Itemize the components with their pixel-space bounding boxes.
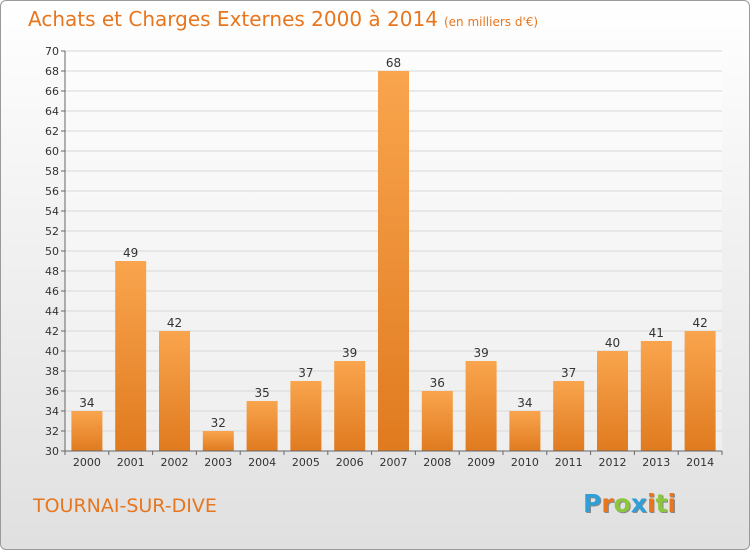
y-tick-label: 32 bbox=[45, 425, 59, 438]
value-label-2008: 36 bbox=[430, 376, 445, 390]
value-label-2006: 39 bbox=[342, 346, 357, 360]
x-tick-label-2004: 2004 bbox=[248, 456, 276, 469]
y-tick-label: 44 bbox=[45, 305, 59, 318]
y-tick-label: 48 bbox=[45, 265, 59, 278]
x-tick-label-2009: 2009 bbox=[467, 456, 495, 469]
logo-letter: i bbox=[667, 489, 677, 518]
y-tick-label: 38 bbox=[45, 365, 59, 378]
logo-letter: P bbox=[583, 489, 602, 518]
x-tick-label-2012: 2012 bbox=[599, 456, 627, 469]
x-tick-label-2010: 2010 bbox=[511, 456, 539, 469]
logo-letter: r bbox=[601, 489, 614, 518]
chart-title-text: Achats et Charges Externes 2000 à 2014 bbox=[28, 7, 438, 31]
x-tick-label-2008: 2008 bbox=[423, 456, 451, 469]
value-label-2014: 42 bbox=[692, 316, 707, 330]
bar-2000 bbox=[71, 411, 103, 451]
x-tick-label-2002: 2002 bbox=[161, 456, 189, 469]
x-tick-label-2013: 2013 bbox=[642, 456, 670, 469]
bar-2005 bbox=[290, 381, 322, 451]
y-tick-label: 68 bbox=[45, 65, 59, 78]
x-tick-label-2006: 2006 bbox=[336, 456, 364, 469]
y-tick-label: 56 bbox=[45, 185, 59, 198]
value-label-2003: 32 bbox=[211, 416, 226, 430]
bar-2001 bbox=[115, 261, 147, 451]
logo-letter: t bbox=[655, 489, 668, 518]
x-tick-label-2003: 2003 bbox=[204, 456, 232, 469]
bar-2014 bbox=[684, 331, 716, 451]
bar-2012 bbox=[597, 351, 628, 451]
bars bbox=[71, 71, 716, 451]
value-label-2004: 35 bbox=[254, 386, 269, 400]
x-tick-label-2007: 2007 bbox=[380, 456, 408, 469]
commune-name: TOURNAI-SUR-DIVE bbox=[33, 495, 217, 517]
bar-2004 bbox=[246, 401, 278, 451]
y-tick-label: 62 bbox=[45, 125, 59, 138]
y-tick-label: 40 bbox=[45, 345, 59, 358]
bar-2002 bbox=[159, 331, 190, 451]
chart-unit: (en milliers d'€) bbox=[443, 15, 539, 29]
bar-2003 bbox=[202, 431, 234, 451]
bar-2010 bbox=[509, 411, 541, 451]
value-label-2012: 40 bbox=[605, 336, 620, 350]
logo-letter: o bbox=[613, 489, 631, 518]
y-tick-label: 70 bbox=[45, 45, 59, 58]
y-tick-label: 60 bbox=[45, 145, 59, 158]
logo-letter: i bbox=[647, 489, 656, 518]
y-tick-label: 64 bbox=[45, 105, 59, 118]
bar-2008 bbox=[421, 391, 453, 451]
proxiti-logo: Proxiti bbox=[583, 489, 676, 518]
logo-letter: x bbox=[630, 489, 647, 518]
x-tick-label-2001: 2001 bbox=[117, 456, 145, 469]
value-label-2010: 34 bbox=[517, 396, 532, 410]
bar-2011 bbox=[553, 381, 585, 451]
value-label-2011: 37 bbox=[561, 366, 576, 380]
y-axis-ticks: 30 32 34 36 38 40 42 44 46 48 50 52 54 56 58 60 62 64 66 68… bbox=[45, 45, 65, 458]
value-label-2009: 39 bbox=[473, 346, 488, 360]
chart-title: Achats et Charges Externes 2000 à 2014 (e… bbox=[28, 7, 538, 31]
y-tick-label: 42 bbox=[45, 325, 59, 338]
value-label-2002: 42 bbox=[167, 316, 182, 330]
bar-2013 bbox=[640, 341, 672, 451]
y-tick-label: 58 bbox=[45, 165, 59, 178]
y-tick-label: 36 bbox=[45, 385, 59, 398]
y-tick-label: 46 bbox=[45, 285, 59, 298]
y-tick-label: 52 bbox=[45, 225, 59, 238]
value-label-2001: 49 bbox=[123, 246, 138, 260]
x-tick-label-2000: 2000 bbox=[73, 456, 101, 469]
y-tick-label: 54 bbox=[45, 205, 59, 218]
bar-2006 bbox=[334, 361, 366, 451]
value-labels: 34 49 42 32 35 37 39 68 36 39 34 37 40 41 42 bbox=[79, 56, 707, 430]
value-label-2013: 41 bbox=[649, 326, 664, 340]
value-label-2005: 37 bbox=[298, 366, 313, 380]
bar-2007 bbox=[378, 71, 409, 451]
x-tick-label-2011: 2011 bbox=[555, 456, 583, 469]
x-axis-ticks: 2000 2001 2002 2003 2004 2005 2006 2007 2008 2009… bbox=[64, 451, 723, 469]
y-tick-label: 50 bbox=[45, 245, 59, 258]
x-tick-label-2005: 2005 bbox=[292, 456, 320, 469]
bar-2009 bbox=[465, 361, 497, 451]
y-tick-label: 30 bbox=[45, 445, 59, 458]
y-tick-label: 34 bbox=[45, 405, 59, 418]
y-tick-label: 66 bbox=[45, 85, 59, 98]
value-label-2007: 68 bbox=[386, 56, 401, 70]
x-tick-label-2014: 2014 bbox=[686, 456, 714, 469]
value-label-2000: 34 bbox=[79, 396, 94, 410]
